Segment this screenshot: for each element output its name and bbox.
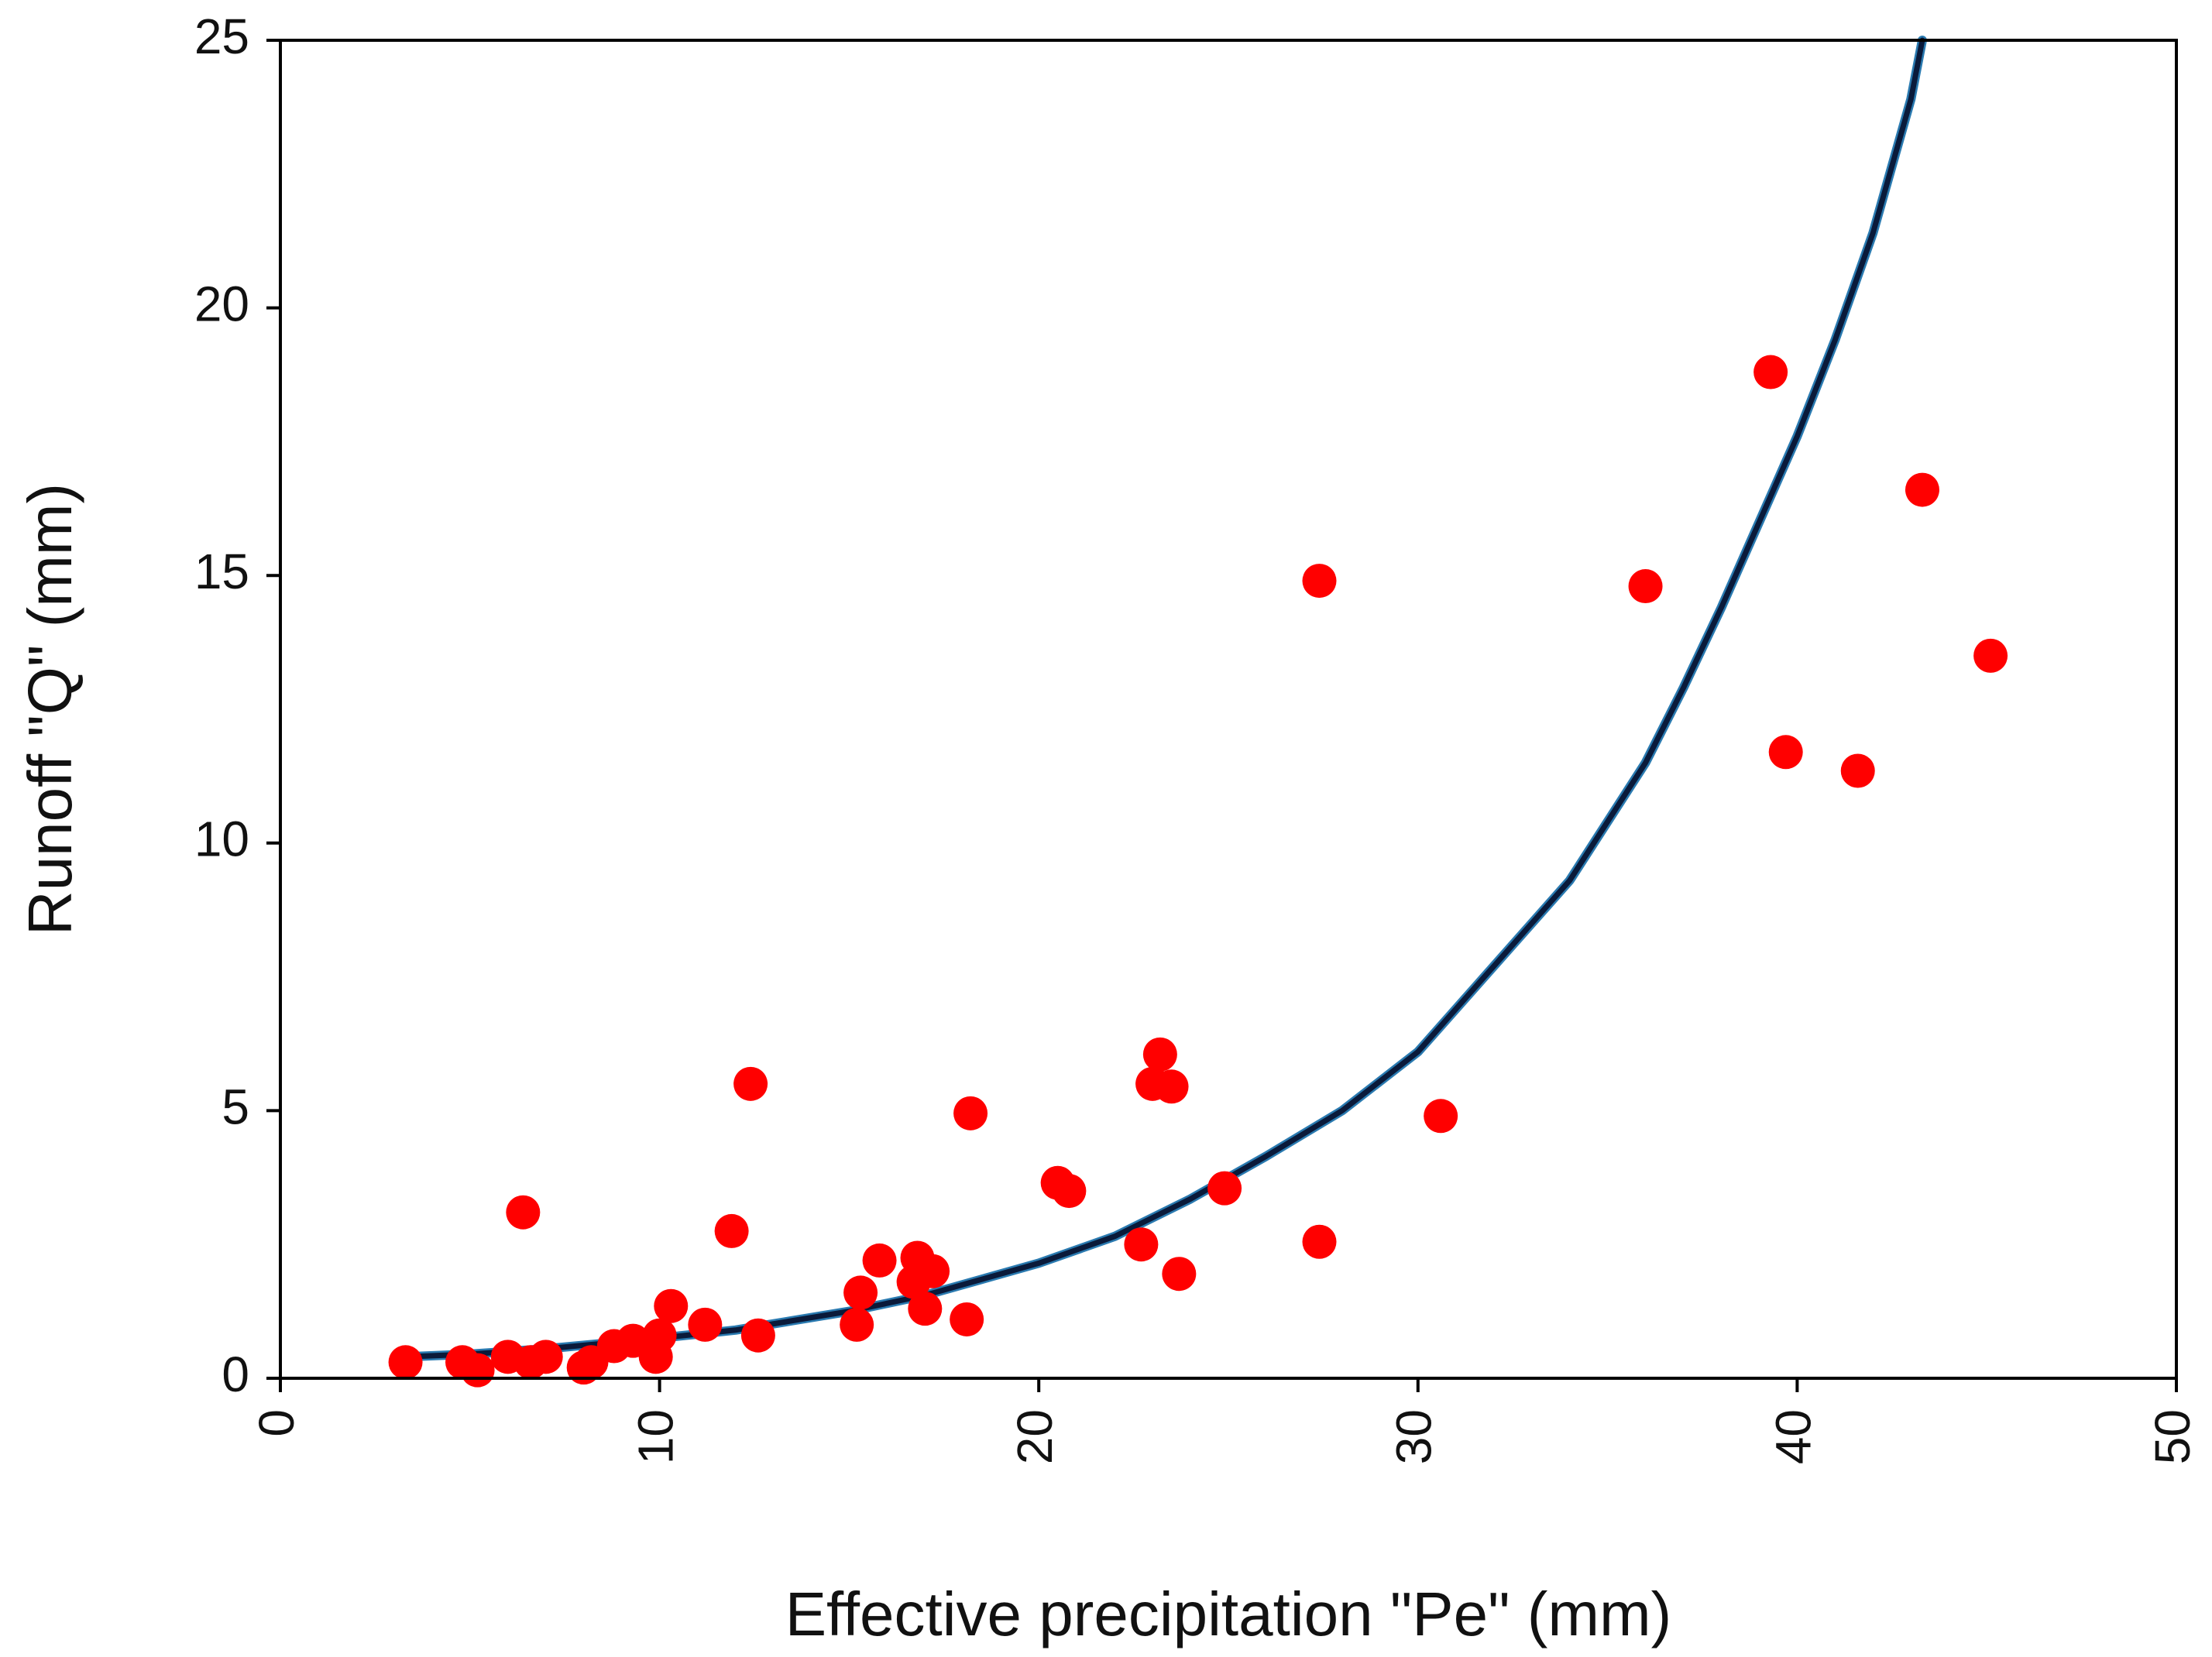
data-point [1424,1099,1458,1134]
curve-layer [400,36,1927,1362]
y-tick-label: 20 [194,276,249,332]
data-point [1628,569,1663,604]
y-axis-title: Runoff "Q" (mm) [15,483,84,935]
data-point [688,1307,723,1342]
x-tick-label: 20 [1007,1409,1063,1464]
data-point [915,1254,950,1288]
data-point [654,1288,689,1323]
data-point [1207,1171,1242,1206]
plot-area-frame [279,39,2178,1380]
x-tick-label: 50 [2145,1409,2200,1464]
data-point [1142,1037,1177,1072]
data-point [1052,1174,1087,1209]
data-point [642,1318,677,1353]
data-point [1768,735,1803,770]
data-point [528,1340,563,1374]
y-tick-label: 5 [222,1079,249,1134]
data-point [862,1243,897,1278]
data-point [740,1318,775,1353]
data-point [1302,1224,1337,1259]
x-tick-label: 40 [1765,1409,1821,1464]
data-point [1840,753,1875,788]
x-tick-label: 10 [628,1409,684,1464]
x-tick-label: 0 [249,1409,304,1437]
data-point [1905,472,1939,507]
data-point [1124,1227,1159,1262]
data-point [506,1195,541,1230]
y-tick-label: 0 [222,1347,249,1402]
data-point [950,1302,984,1336]
data-point [714,1213,749,1248]
data-point [953,1096,988,1130]
tick-layer: 0 10 20 30 40 50 0 5 10 15 20 25 [194,9,2200,1464]
data-point [840,1307,874,1342]
x-tick-label: 30 [1386,1409,1442,1464]
data-point [1973,638,2008,673]
x-axis-title: Effective precipitation "Pe" (mm) [785,1580,1672,1648]
y-tick-label: 25 [194,9,249,64]
data-point [1302,564,1337,599]
y-tick-label: 10 [194,811,249,867]
data-point [1753,355,1788,389]
data-point [388,1345,423,1380]
data-point [1154,1069,1189,1104]
data-point [908,1292,943,1326]
data-point [460,1353,495,1388]
data-point [1162,1257,1197,1292]
data-point [843,1275,878,1310]
data-point [733,1066,768,1101]
points-layer [388,355,2008,1388]
y-tick-label: 15 [194,544,249,599]
fitted-curve [403,37,1925,1360]
